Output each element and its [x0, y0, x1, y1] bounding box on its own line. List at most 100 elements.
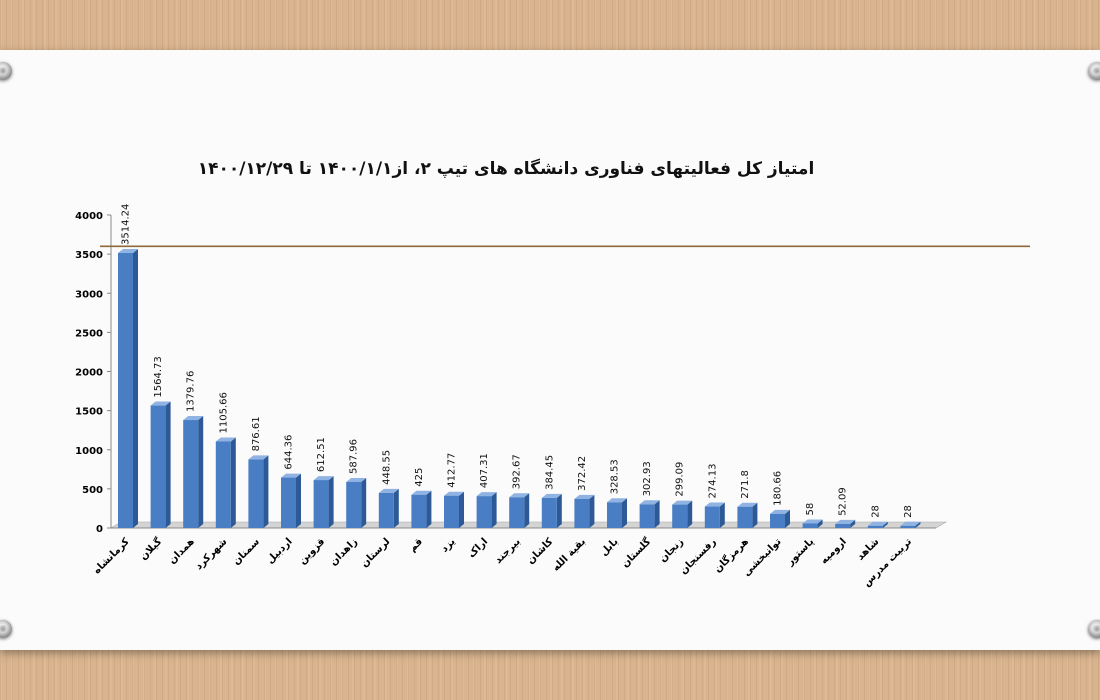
bar	[476, 496, 492, 528]
bar-top	[770, 509, 790, 514]
data-label: 412.77	[447, 453, 458, 488]
bar-top	[118, 249, 138, 254]
bar	[770, 513, 785, 528]
y-tick-label: 0	[96, 524, 103, 535]
bar-side	[524, 493, 530, 528]
paper-sheet	[0, 50, 1100, 650]
bar	[118, 253, 133, 528]
bar-top	[867, 521, 888, 526]
bar-top	[900, 521, 921, 526]
category-label: شهرکرد	[193, 536, 229, 572]
data-label: 28	[903, 505, 914, 518]
bar-side	[785, 509, 790, 528]
bar	[378, 492, 394, 528]
bar	[215, 441, 231, 528]
y-tick-label: 4000	[75, 211, 103, 222]
y-tick-label: 3500	[75, 250, 103, 261]
bar	[281, 477, 296, 528]
category-label: قم	[407, 536, 425, 554]
y-tick-label: 500	[82, 485, 103, 496]
category-label: ارومیه	[819, 536, 849, 566]
bar-side	[915, 521, 921, 528]
bar-side	[165, 401, 171, 528]
bar	[900, 525, 916, 528]
data-label: 644.36	[284, 435, 295, 470]
bar-top	[607, 498, 627, 503]
category-label: کرمانشاه	[92, 536, 132, 576]
data-label: 274.13	[707, 464, 718, 499]
bar	[444, 495, 459, 528]
data-label: 302.93	[642, 461, 653, 496]
data-label: 407.31	[479, 453, 490, 488]
category-label: سمنان	[231, 536, 262, 567]
bar-side	[491, 492, 497, 528]
chart-title: امتیاز کل فعالیتهای فناوری دانشگاه های ت…	[198, 158, 815, 179]
bar-side	[719, 502, 725, 528]
bar-top	[574, 494, 595, 499]
bar-side	[198, 416, 204, 528]
data-label: 58	[805, 503, 816, 516]
bar-top	[835, 519, 856, 524]
bar-side	[296, 473, 301, 528]
pin-bottom-right-icon	[1088, 620, 1100, 638]
bar	[574, 498, 590, 528]
data-label: 3514.24	[121, 204, 132, 245]
category-label: گلستان	[618, 535, 653, 570]
bar-side	[230, 437, 236, 528]
pin-bottom-left-icon	[0, 620, 12, 638]
bar-top	[639, 500, 660, 505]
bar-side	[328, 476, 334, 528]
bar-side	[459, 491, 464, 528]
bar-side	[622, 498, 627, 528]
y-tick-label: 3000	[75, 289, 103, 300]
bar	[867, 525, 883, 528]
category-label: رفسنجان	[678, 536, 719, 577]
bar-top	[411, 490, 432, 495]
y-tick-label: 2000	[75, 368, 103, 379]
data-label: 372.42	[577, 456, 588, 491]
bar-top	[313, 476, 334, 481]
bar-top	[444, 491, 464, 496]
bar-top	[802, 519, 823, 524]
bar-top	[248, 455, 269, 460]
bar-side	[393, 488, 399, 528]
plot-area: 0 500 1000 1500 2000 2500 3000 3500 4000 3514.24 ک…	[75, 204, 1030, 589]
bar-side	[361, 477, 367, 528]
bar-top	[476, 492, 497, 497]
data-label: 392.67	[512, 454, 523, 489]
category-label: زنجان	[658, 536, 686, 564]
bar-top	[281, 473, 301, 478]
bar-side	[133, 249, 138, 528]
bar-top	[378, 488, 399, 493]
bar	[835, 523, 851, 528]
data-label: 328.53	[610, 459, 621, 494]
data-label: 1105.66	[218, 392, 229, 433]
category-label: یزد	[439, 536, 458, 555]
bar-top	[672, 500, 693, 505]
bar-side	[817, 519, 823, 528]
pin-top-left-icon	[0, 62, 12, 80]
bar	[183, 420, 199, 528]
bar	[346, 481, 362, 528]
bar-top	[183, 416, 204, 421]
bar	[509, 497, 525, 528]
data-label: 1564.73	[153, 356, 164, 397]
bar	[313, 480, 329, 528]
data-label: 587.96	[349, 439, 360, 474]
category-label: قزوین	[297, 536, 327, 566]
bar	[248, 459, 264, 528]
category-label: زاهدان	[328, 536, 360, 568]
bar	[737, 506, 753, 528]
bar-top	[737, 502, 758, 507]
bar-side	[882, 521, 888, 528]
bar	[672, 504, 688, 528]
y-tick-label: 2500	[75, 328, 103, 339]
y-tick-label: 1000	[75, 446, 103, 457]
bar	[607, 502, 622, 528]
bar	[639, 504, 655, 528]
bar	[541, 497, 557, 528]
category-label: اردبیل	[265, 536, 295, 566]
category-label: اراک	[466, 536, 490, 560]
category-label: بیرجند	[493, 536, 523, 566]
